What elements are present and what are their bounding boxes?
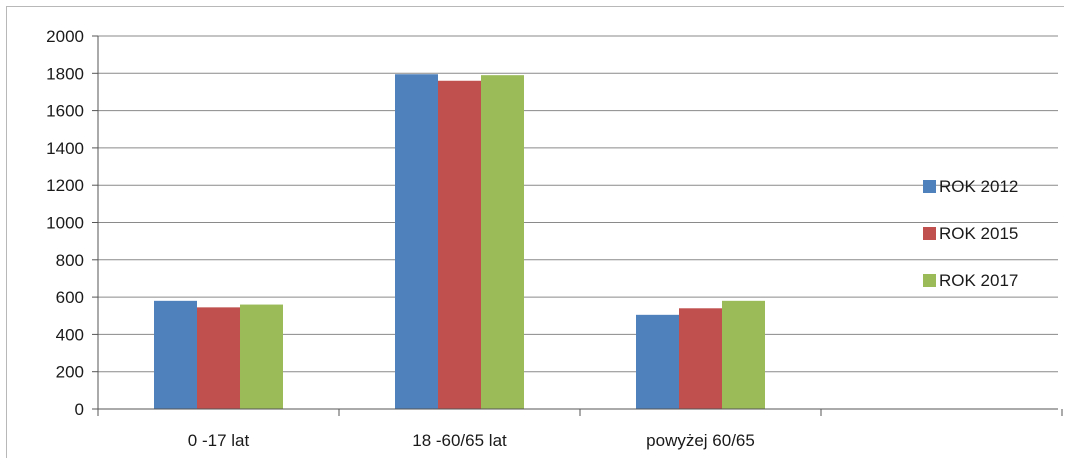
legend-swatch	[923, 274, 936, 287]
y-tick-label: 1600	[46, 102, 84, 121]
x-tick-label: powyżej 60/65	[646, 431, 755, 450]
y-tick-label: 200	[56, 363, 84, 382]
bar-rok-2017	[240, 304, 283, 409]
axes	[97, 36, 1063, 416]
y-tick-label: 0	[75, 400, 84, 419]
legend-label: ROK 2017	[939, 271, 1018, 290]
bar-rok-2017	[481, 75, 524, 409]
bar-rok-2012	[636, 314, 679, 409]
chart-frame	[6, 6, 1064, 458]
bar-rok-2015	[438, 80, 481, 409]
bar-rok-2015	[197, 307, 240, 409]
gridlines	[98, 35, 1058, 373]
x-tick-label: 18 -60/65 lat	[412, 431, 507, 450]
legend-label: ROK 2015	[939, 224, 1018, 243]
bar-rok-2012	[395, 74, 438, 410]
x-tick-label: 0 -17 lat	[188, 431, 250, 450]
bar-rok-2015	[679, 308, 722, 409]
legend: ROK 2012 ROK 2015 ROK 2017	[923, 177, 1018, 290]
x-axis-labels: 0 -17 lat 18 -60/65 lat powyżej 60/65	[188, 431, 755, 450]
legend-label: ROK 2012	[939, 177, 1018, 196]
y-tick-label: 1000	[46, 214, 84, 233]
y-tick-label: 600	[56, 288, 84, 307]
bars	[154, 74, 765, 410]
y-tick-label: 1400	[46, 139, 84, 158]
y-tick-label: 800	[56, 251, 84, 270]
y-tick-label: 400	[56, 325, 84, 344]
y-tick-label: 1200	[46, 176, 84, 195]
legend-swatch	[923, 180, 936, 193]
y-tick-label: 1800	[46, 64, 84, 83]
y-axis-ticks: 0 200 400 600 800 1000 1200 1400 1600 1800 2000	[46, 27, 98, 419]
y-tick-label: 2000	[46, 27, 84, 46]
bar-rok-2012	[154, 300, 197, 409]
bar-rok-2017	[722, 300, 765, 409]
legend-swatch	[923, 227, 936, 240]
